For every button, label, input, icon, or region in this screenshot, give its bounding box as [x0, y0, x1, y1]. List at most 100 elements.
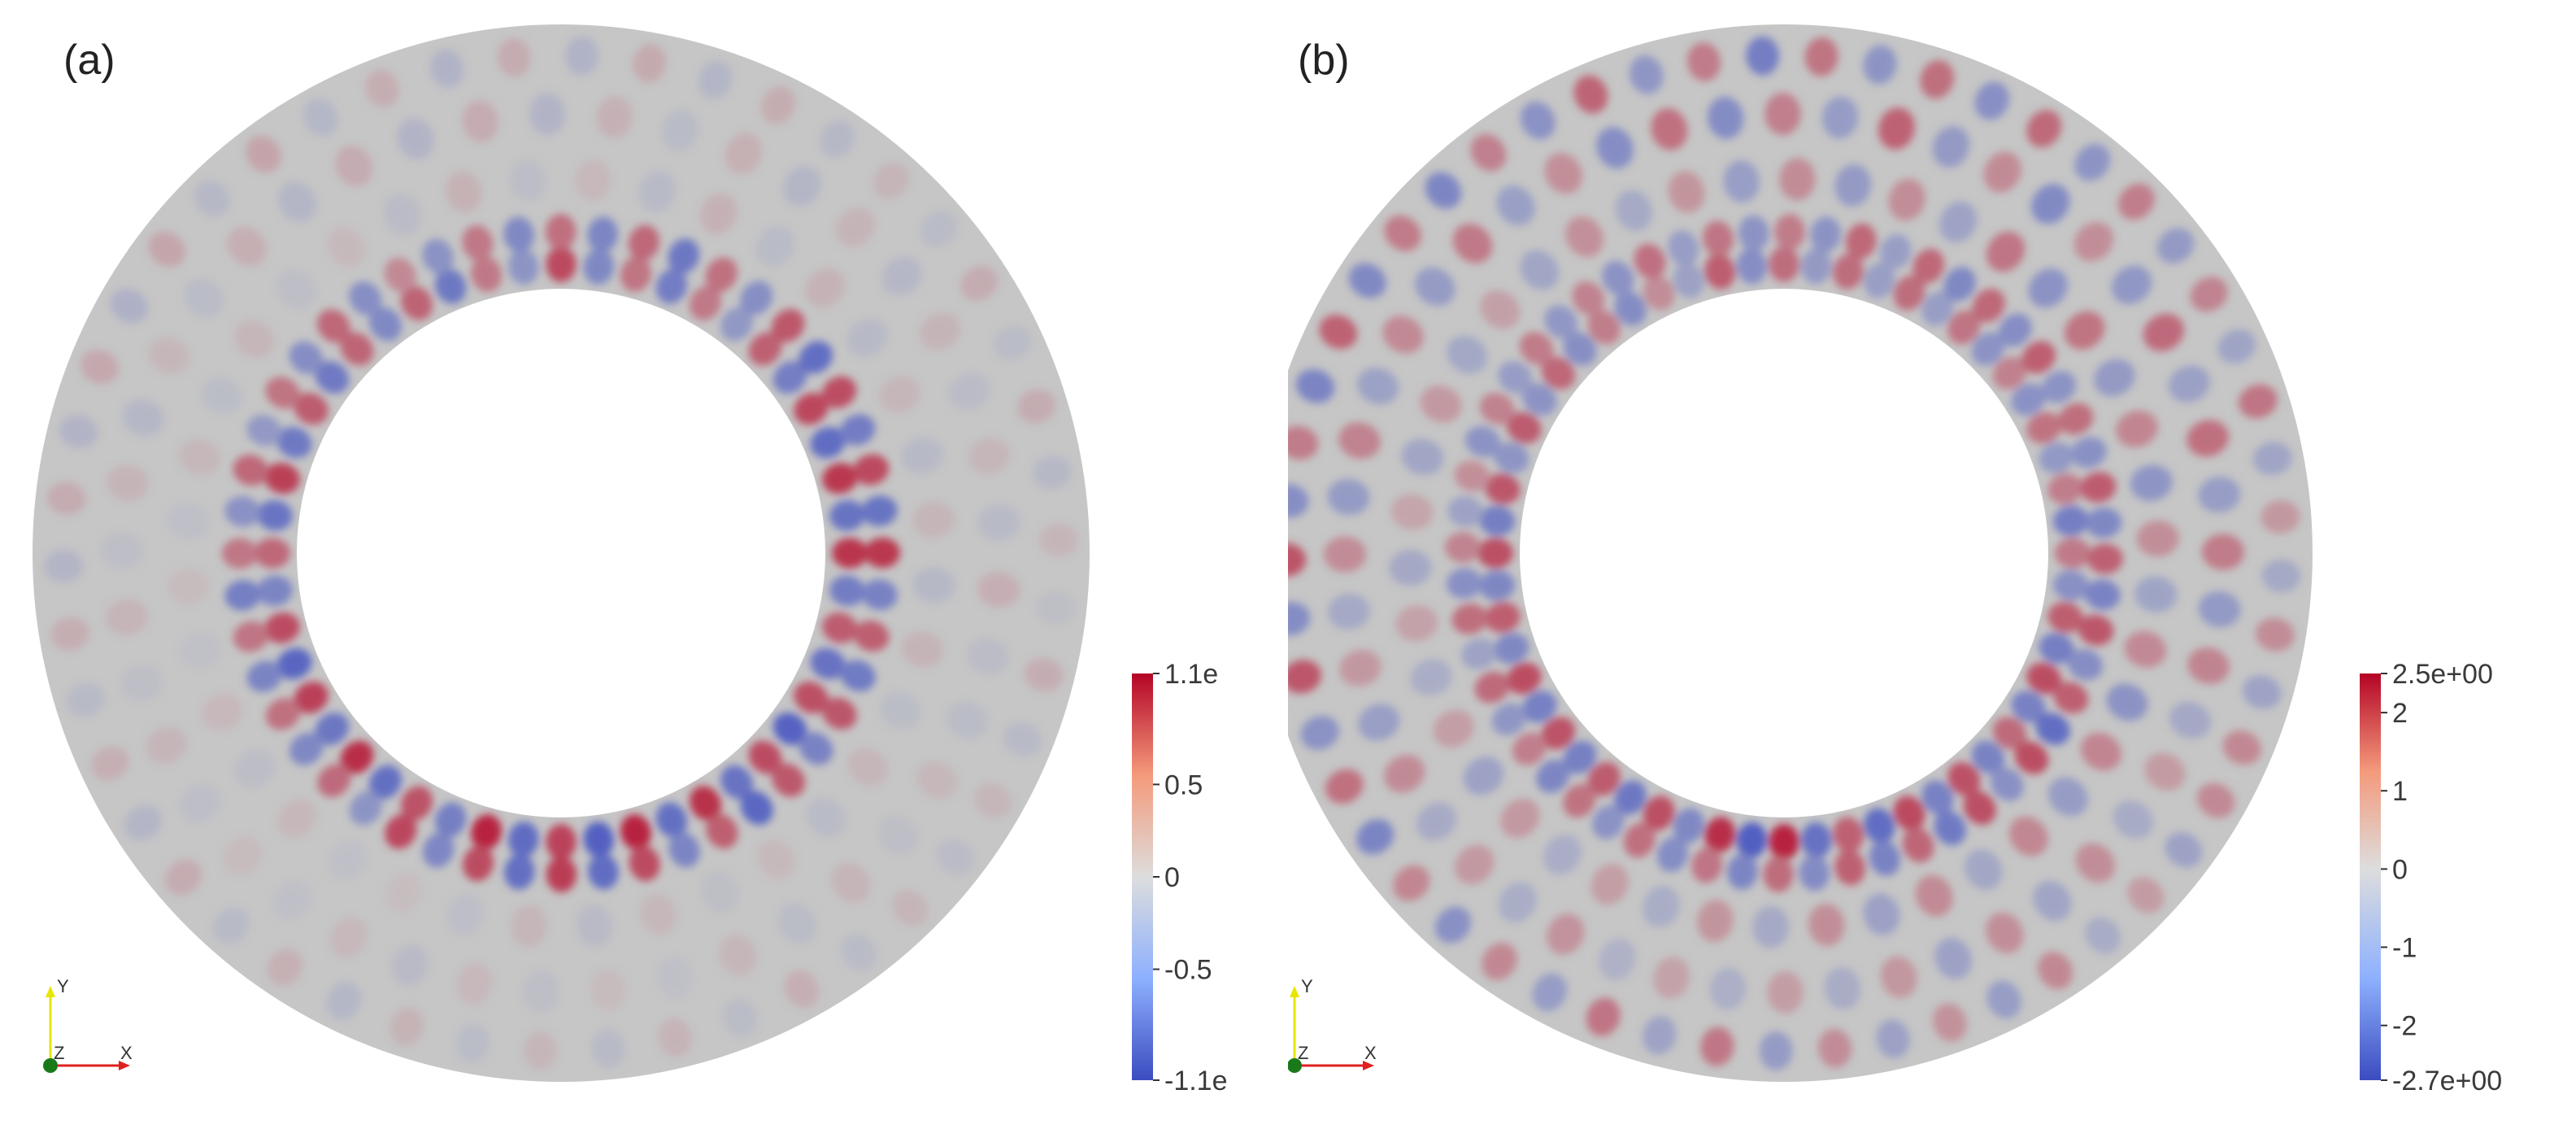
colorbar-tick-label: 2.5e+00 — [2392, 659, 2493, 690]
field-blob — [656, 956, 693, 999]
field-blob — [546, 246, 577, 282]
field-blob — [1653, 957, 1690, 999]
field-blob — [2124, 630, 2167, 668]
field-blob — [668, 238, 700, 274]
field-blob — [1016, 389, 1056, 424]
field-blob — [1520, 101, 1556, 140]
field-blob — [1536, 759, 1570, 793]
field-blob — [384, 257, 416, 293]
field-blob — [658, 1018, 692, 1057]
field-blob — [705, 257, 738, 292]
field-blob — [1447, 335, 1488, 374]
field-blob — [80, 350, 119, 385]
field-blob — [810, 647, 846, 680]
field-blob — [1541, 717, 1576, 750]
field-blob — [148, 337, 189, 375]
field-blob — [122, 399, 164, 437]
orientation-axes-a: Y Z X — [43, 976, 133, 1073]
field-blob — [912, 567, 955, 604]
field-blob — [2028, 268, 2068, 308]
colorbar-tick-label: -1.1e — [1164, 1066, 1228, 1096]
field-blob — [233, 621, 269, 652]
field-blob — [1024, 657, 1064, 692]
field-blob — [165, 859, 202, 896]
field-blob — [1893, 275, 1925, 311]
field-blob — [1520, 250, 1560, 290]
field-blob — [596, 96, 633, 138]
field-blob — [620, 256, 651, 292]
field-blob — [1673, 263, 1704, 299]
orientation-axes-b: Y Z X — [1288, 976, 1377, 1073]
field-blob — [1572, 281, 1605, 316]
field-blob — [1470, 133, 1507, 172]
field-blob — [146, 726, 187, 765]
field-blob — [1416, 802, 1457, 841]
field-blob — [2011, 383, 2046, 416]
field-blob — [471, 814, 503, 850]
field-blob — [329, 917, 368, 958]
field-blob — [590, 968, 627, 1011]
colorbar-ticks-b: 2.5e+00 2 1 0 -1 -2 -2.7e+00 — [2381, 659, 2502, 1096]
field-blob — [1038, 523, 1078, 557]
field-blob — [267, 948, 302, 987]
field-blob — [1992, 717, 2027, 750]
field-blob — [1327, 478, 1370, 516]
field-blob — [1500, 798, 1540, 839]
field-blob — [2252, 442, 2292, 476]
field-blob — [1934, 810, 1966, 846]
field-blob — [2014, 741, 2049, 774]
field-blob — [335, 145, 373, 186]
field-blob — [2168, 365, 2210, 403]
field-blob — [2134, 576, 2178, 612]
z-axis-label-a: Z — [54, 1043, 64, 1063]
field-blob — [289, 732, 324, 765]
field-blob — [1506, 412, 1542, 444]
field-blob — [1727, 853, 1758, 890]
field-blob — [689, 786, 722, 821]
field-blob — [1592, 804, 1625, 839]
field-blob — [1974, 81, 2009, 120]
field-blob — [2058, 403, 2094, 435]
field-blob — [1700, 1027, 1734, 1066]
field-blob — [1673, 808, 1704, 843]
field-blob — [720, 765, 754, 800]
field-blob — [2064, 311, 2105, 350]
field-blob — [1565, 216, 1603, 257]
field-blob — [1878, 107, 1915, 150]
field-blob — [1986, 231, 2026, 272]
field-blob — [920, 211, 957, 247]
field-blob — [1759, 1031, 1793, 1070]
field-blob — [2026, 662, 2062, 695]
field-blob — [1902, 827, 1934, 863]
field-blob — [1614, 291, 1647, 326]
field-blob — [1971, 332, 2005, 366]
field-blob — [1821, 96, 1859, 139]
field-blob — [455, 1023, 490, 1063]
field-blob — [588, 853, 619, 890]
field-blob — [1643, 796, 1675, 831]
field-blob — [973, 782, 1012, 818]
field-blob — [720, 307, 754, 342]
field-blob — [2038, 952, 2073, 990]
field-blob — [1463, 756, 1504, 796]
field-blob — [2078, 614, 2114, 646]
field-blob — [2074, 143, 2111, 181]
field-blob — [1864, 808, 1895, 843]
field-blob — [257, 499, 293, 531]
field-blob — [1643, 275, 1675, 311]
field-blob — [1445, 532, 1482, 563]
field-blob — [234, 749, 276, 787]
field-blob — [2033, 880, 2072, 922]
field-blob — [509, 159, 546, 202]
field-blob — [655, 802, 688, 838]
field-blob — [977, 504, 1020, 541]
field-blob — [2116, 410, 2158, 447]
field-blob — [2053, 682, 2089, 714]
field-blob — [179, 632, 221, 669]
field-blob — [1434, 906, 1472, 944]
field-blob — [2111, 265, 2152, 304]
field-blob — [1295, 368, 1335, 403]
field-blob — [400, 286, 433, 320]
field-blob — [400, 786, 433, 821]
field-blob — [1485, 602, 1521, 633]
